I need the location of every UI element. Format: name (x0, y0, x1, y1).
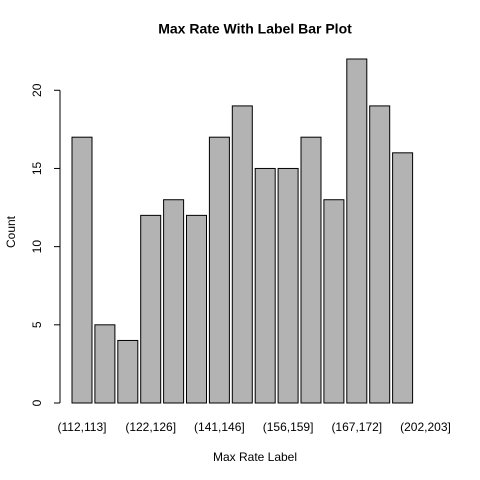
bar (163, 199, 185, 404)
bar (71, 136, 93, 404)
x-tick-label: (202,203] (400, 420, 451, 434)
x-tick-label: (141,146] (194, 420, 245, 434)
y-axis-label: Count (4, 215, 18, 248)
x-axis-label: Max Rate Label (213, 450, 297, 464)
bar (186, 214, 207, 404)
y-tick-label: 0 (30, 399, 44, 406)
y-tick-label: 20 (30, 83, 44, 97)
x-tick-label: (167,172] (331, 420, 382, 434)
y-tick-label: 10 (30, 240, 44, 254)
bar (140, 214, 162, 404)
x-tick-label: (112,113] (58, 420, 107, 434)
bar (346, 58, 368, 404)
bar (369, 105, 391, 404)
bar (392, 152, 414, 404)
bar (117, 339, 139, 404)
bar (231, 105, 253, 404)
x-tick-label: (156,159] (263, 420, 314, 434)
bar (300, 136, 322, 404)
chart-title: Max Rate With Label Bar Plot (158, 21, 352, 37)
x-tick-label: (122,126] (125, 420, 176, 434)
y-tick-label: 15 (30, 161, 44, 175)
bar (208, 136, 230, 404)
y-tick-label: 5 (30, 321, 44, 328)
bar (254, 167, 276, 404)
bar (323, 199, 345, 404)
bar (277, 167, 299, 404)
bar (94, 324, 116, 404)
